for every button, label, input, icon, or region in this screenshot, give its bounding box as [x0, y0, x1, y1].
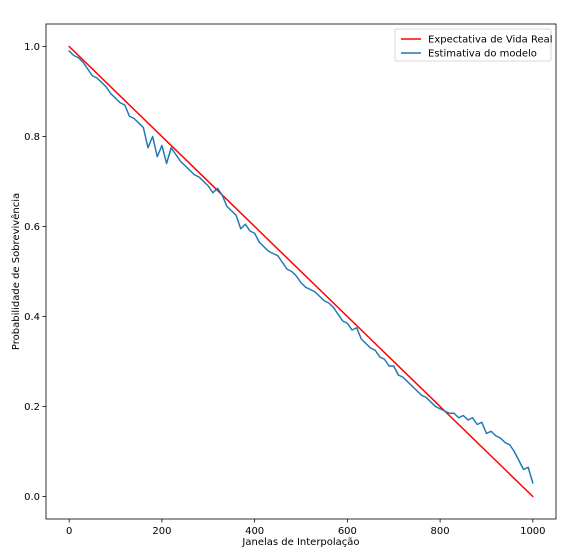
legend-label: Expectativa de Vida Real — [428, 35, 553, 46]
x-tick-label: 400 — [245, 526, 264, 537]
real-life-expectancy-line — [68, 45, 534, 498]
x-tick-label: 800 — [431, 526, 450, 537]
x-tick-label: 200 — [152, 526, 171, 537]
y-tick-label: 0.2 — [24, 402, 40, 413]
legend-label: Estimativa do modelo — [428, 49, 537, 60]
legend: Expectativa de Vida Real Estimativa do mo… — [394, 28, 553, 62]
y-axis-label: Probabilidade de Sobrevivência — [10, 193, 22, 350]
legend-box — [394, 28, 552, 62]
x-tick-label: 1000 — [520, 526, 545, 537]
y-tick-label: 0.6 — [24, 222, 40, 233]
y-tick-label: 0.8 — [24, 132, 40, 143]
y-tick-label: 0.0 — [24, 492, 40, 503]
y-tick-label: 1.0 — [24, 42, 40, 53]
x-tick-label: 600 — [338, 526, 357, 537]
series-lines — [68, 45, 534, 498]
y-tick-label: 0.4 — [24, 312, 40, 323]
model-estimate-line — [68, 50, 534, 484]
axes: 0 200 400 600 800 1000 0.0 0.2 0.4 0.6 0.8 1.0 Janel… — [10, 23, 557, 548]
x-axis-label: Janelas de Interpolação — [241, 537, 359, 548]
plot-frame — [45, 23, 557, 520]
x-tick-label: 0 — [66, 526, 72, 537]
